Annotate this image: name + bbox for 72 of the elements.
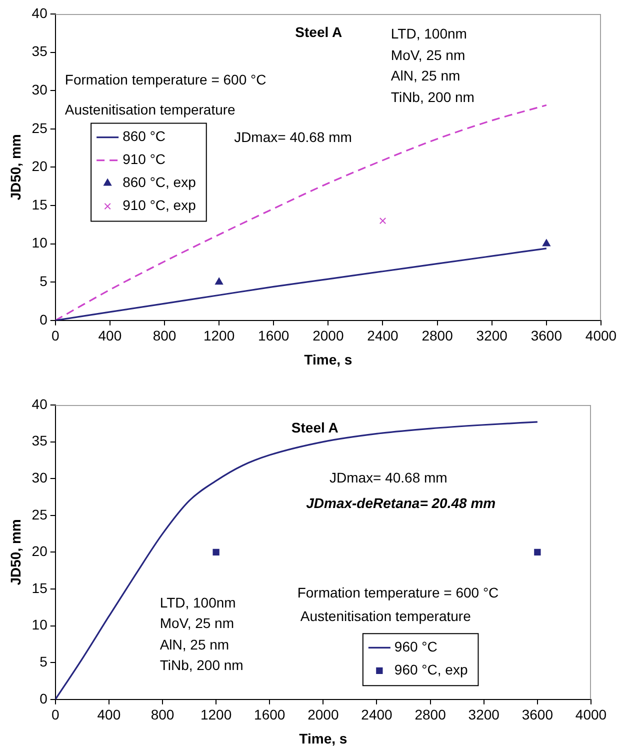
annotation: TiNb, 200 nm [390,89,474,106]
x-tick-label: 800 [152,328,176,344]
x-tick-label: 1200 [200,706,232,723]
annotation: JDmax-deRetana= 20.48 mm [306,495,496,512]
annotation: TiNb, 200 nm [160,657,244,674]
y-tick-label: 20 [32,543,48,560]
y-tick-label: 35 [32,432,48,449]
y-tick-label: 30 [32,81,48,98]
x-tick-label: 1600 [254,706,286,723]
line-series [55,104,548,320]
x-tick-label: 2400 [361,706,393,723]
y-tick-label: 25 [32,120,48,136]
y-tick-label: 35 [32,43,48,60]
y-tick-label: 5 [40,272,48,289]
x-tick-label: 3600 [530,328,562,344]
x-tick-label: 0 [51,328,60,344]
x-tick-label: 4000 [585,328,617,344]
legend-label: 960 °C, exp [394,662,468,678]
legend-label: 860 °C [122,128,166,144]
point [215,278,224,285]
legend-label: 860 °C, exp [122,174,196,190]
x-tick-label: 2800 [414,706,446,723]
annotation: Formation temperature = 600 °C [297,584,499,600]
y-tick-label: 0 [40,311,48,328]
annotation: JDmax= 40.68 mm [329,469,448,486]
y-tick-label: 25 [32,506,48,522]
x-tick-label: 2000 [308,706,339,723]
y-tick-label: 40 [32,4,48,21]
legend-label: 960 °C [394,638,438,655]
point [542,239,550,246]
annotation: JDmax= 40.68 mm [234,128,352,145]
x-tick-label: 400 [98,328,122,344]
annotation: MoV, 25 nm [160,615,234,632]
annotation: Steel A [291,419,338,436]
x-tick-label: 1600 [258,328,290,344]
annotation: LTD, 100nm [160,594,236,611]
y-tick-label: 15 [32,580,48,596]
x-tick-label: 3200 [476,328,508,344]
y-axis-title: JD50, mm [7,134,24,200]
y-axis-title: JD50, mm [7,519,24,586]
annotation: AlN, 25 nm [160,636,230,653]
annotation: Formation temperature = 600 °C [64,72,266,88]
annotation: Steel A [295,24,342,40]
annotation: Austenitisation temperature [64,101,236,118]
annotation: Austenitisation temperature [300,608,472,624]
x-tick-label: 3200 [468,706,500,723]
x-tick-label: 800 [150,706,174,723]
x-tick-label: 2400 [367,328,399,344]
x-axis-title: Time, s [299,730,348,746]
x-tick-label: 400 [97,706,121,723]
legend-label: 910 °C, exp [122,197,196,214]
y-tick-label: 20 [32,158,48,174]
legend-label: 910 °C [122,151,166,168]
y-tick-label: 10 [32,234,48,251]
annotation: LTD, 100nm [390,26,467,42]
x-tick-label: 3600 [522,706,554,723]
annotation: AlN, 25 nm [390,68,460,84]
x-tick-label: 4000 [575,706,607,723]
x-tick-label: 1200 [203,328,235,344]
y-tick-label: 15 [32,196,48,212]
y-tick-label: 0 [40,690,48,706]
annotation: MoV, 25 nm [390,46,466,63]
y-tick-label: 40 [32,396,48,412]
x-tick-label: 2800 [422,328,454,344]
x-tick-label: 0 [51,706,60,723]
point [379,217,386,224]
line-series [55,421,538,700]
x-axis-title: Time, s [304,351,352,368]
y-tick-label: 10 [32,616,48,633]
y-tick-label: 30 [32,469,48,486]
x-tick-label: 2000 [312,328,344,344]
y-tick-label: 5 [40,653,48,670]
